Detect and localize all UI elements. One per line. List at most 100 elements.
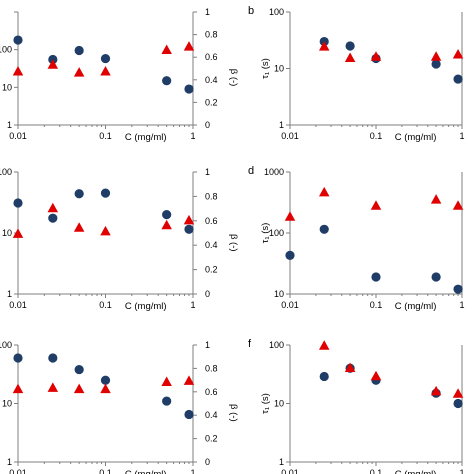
tau-point: [100, 188, 111, 198]
beta-point: [370, 200, 382, 210]
tau-point: [162, 396, 172, 406]
tau-point: [13, 198, 23, 208]
beta-point: [183, 214, 195, 225]
beta-point: [318, 340, 330, 350]
beta-point: [344, 52, 356, 62]
tau-point: [184, 84, 194, 94]
tau-point: [162, 210, 172, 220]
panel-label: b: [248, 5, 254, 17]
x-tick-label: 1: [459, 131, 464, 141]
beta-point: [100, 66, 111, 76]
beta-point: [12, 228, 24, 238]
x-tick-label: 0.01: [281, 300, 299, 310]
x-tick-label: 0.01: [281, 468, 299, 474]
y2-tick-label: 0.4: [205, 240, 218, 250]
beta-point: [452, 49, 464, 59]
y2-tick-label: 1: [205, 340, 210, 350]
x-tick-label: 1: [190, 131, 195, 141]
y-tick-label: 100: [0, 340, 12, 350]
y2-tick-label: 0.4: [205, 410, 218, 420]
y2-axis-label: β (-): [228, 234, 239, 252]
beta-point: [100, 383, 111, 394]
beta-point: [430, 51, 442, 61]
x-tick-label: 0.01: [9, 131, 27, 141]
y2-tick-label: 0.6: [205, 387, 218, 397]
y2-tick-label: 1: [205, 167, 210, 177]
y2-tick-label: 1: [205, 7, 210, 17]
y-tick-label: 100: [269, 228, 284, 238]
y2-tick-label: 0.2: [205, 434, 218, 444]
beta-point: [430, 194, 442, 204]
tau-point: [431, 59, 441, 69]
x-axis-label: C (mg/ml): [125, 132, 167, 143]
tau-point: [453, 74, 463, 84]
beta-point: [370, 370, 382, 381]
y-tick-label: 100: [269, 7, 284, 17]
y-tick-label: 100: [269, 340, 284, 350]
beta-point: [430, 385, 442, 396]
beta-point: [161, 219, 172, 230]
beta-point: [183, 375, 195, 385]
y-tick-label: 10: [274, 64, 284, 74]
x-tick-label: 1: [459, 300, 464, 310]
y-tick-label: 10: [274, 399, 284, 409]
y-axis-label: τ₁ (s): [260, 58, 271, 79]
y2-tick-label: 0.2: [205, 265, 218, 275]
tau-point: [100, 53, 111, 64]
tau-point: [319, 224, 329, 234]
panel-2: 0.01 0.1 1 C (mg/ml) 1 10 100 τ₁ (s) b: [248, 5, 465, 143]
beta-point: [318, 41, 330, 51]
x-tick-label: 0.01: [281, 131, 299, 141]
y-axis-label: τ₁ (s): [260, 393, 271, 414]
beta-point: [47, 202, 59, 213]
y2-tick-label: 0: [205, 289, 210, 299]
panel-6: 0.01 0.1 1 C (mg/ml) 1 10 100 τ₁ (s) f: [248, 338, 465, 474]
tau-point: [453, 398, 463, 409]
x-axis-label: C (mg/ml): [395, 132, 437, 143]
panel-label: f: [248, 338, 252, 350]
y2-tick-label: 0.2: [205, 97, 218, 107]
x-axis-label: C (mg/ml): [125, 301, 167, 312]
tau-point: [74, 45, 84, 56]
x-tick-label: 0.1: [370, 300, 383, 310]
y2-tick-label: 0.4: [205, 75, 218, 85]
beta-point: [12, 383, 24, 394]
y-tick-label: 10: [2, 82, 12, 92]
tau-point: [184, 224, 194, 234]
y-tick-label: 10: [274, 289, 284, 299]
x-tick-label: 1: [459, 468, 464, 474]
y-tick-label: 1000: [264, 167, 284, 177]
y-tick-label: 1: [279, 457, 284, 467]
tau-point: [74, 189, 84, 199]
y2-axis-label: β (-): [228, 69, 239, 87]
y2-tick-label: 0.6: [205, 52, 218, 62]
tau-point: [285, 250, 295, 260]
tau-point: [13, 35, 23, 45]
tau-point: [100, 375, 111, 385]
beta-point: [452, 388, 464, 398]
y2-tick-label: 0: [205, 457, 210, 467]
beta-point: [73, 67, 85, 77]
beta-point: [12, 66, 24, 76]
y-tick-label: 100: [0, 45, 12, 55]
x-tick-label: 0.01: [9, 468, 27, 474]
tau-point: [13, 353, 23, 363]
panel-3: 0.01 0.1 1 C (mg/ml) 1 10 100 0 0.2 0.4 0.6 0.8 1 β (…: [0, 167, 239, 312]
beta-point: [73, 383, 85, 394]
panel-5: 0.01 0.1 1 C (mg/ml) 1 10 100 0 0.2 0.4 0.6 0.8 1 β (…: [0, 340, 239, 474]
y-tick-label: 10: [2, 228, 12, 238]
y2-tick-label: 0.6: [205, 216, 218, 226]
y-tick-label: 100: [0, 167, 12, 177]
beta-point: [161, 376, 172, 387]
beta-point: [452, 200, 464, 210]
panel-1: 0.01 0.1 1 C (mg/ml) 1 10 100 0 0.2 0.4 0.6 0.8 1 β (…: [0, 7, 239, 143]
y2-tick-label: 0.8: [205, 191, 218, 201]
x-tick-label: 0.1: [99, 131, 112, 141]
tau-point: [345, 41, 355, 51]
beta-point: [183, 41, 195, 51]
y-tick-label: 1: [7, 457, 12, 467]
beta-point: [73, 222, 85, 232]
beta-point: [284, 211, 296, 221]
y2-tick-label: 0.8: [205, 363, 218, 373]
